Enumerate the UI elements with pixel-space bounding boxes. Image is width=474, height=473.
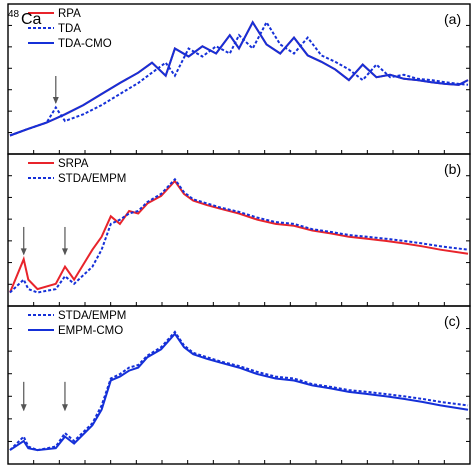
- series-line-tda-cmo: [9, 20, 469, 137]
- panel-3: STDA/EMPM EMPM-CMO (c): [7, 305, 471, 465]
- legend-label: STDA/EMPM: [58, 310, 126, 322]
- arrow-head: [61, 248, 68, 256]
- legend-label: RPA: [58, 8, 81, 20]
- arrow-head: [20, 404, 27, 412]
- arrow-head: [61, 404, 68, 412]
- series-line-empm-cmo: [9, 332, 469, 452]
- nuclide-label: 48 Ca: [8, 9, 42, 28]
- arrow-head: [20, 248, 27, 256]
- panel-label: (a): [444, 11, 461, 27]
- panel-label: (c): [444, 313, 460, 329]
- nuclide-symbol: Ca: [21, 11, 42, 28]
- panel-label: (b): [444, 161, 461, 177]
- series-line-stda-empm: [9, 177, 469, 294]
- nuclide-mass: 48: [8, 9, 20, 20]
- panel-1: RPA TDA TDA-CMO (a): [7, 3, 471, 155]
- series-line-srpa: [9, 179, 469, 293]
- legend-label: TDA: [58, 23, 81, 35]
- legend-label: EMPM-CMO: [58, 325, 123, 337]
- legend-label: STDA/EMPM: [58, 173, 126, 185]
- legend-label: SRPA: [58, 158, 89, 170]
- series-line-tda: [9, 20, 469, 137]
- series-line-stda-empm: [9, 330, 469, 452]
- panel-2: SRPA STDA/EMPM (b): [7, 153, 471, 307]
- panels-group: RPA TDA TDA-CMO (a) SRPA STDA/EMPM (b) STDA/EMP…: [7, 3, 471, 465]
- legend-label: TDA-CMO: [58, 38, 112, 50]
- arrow-head: [52, 97, 59, 104]
